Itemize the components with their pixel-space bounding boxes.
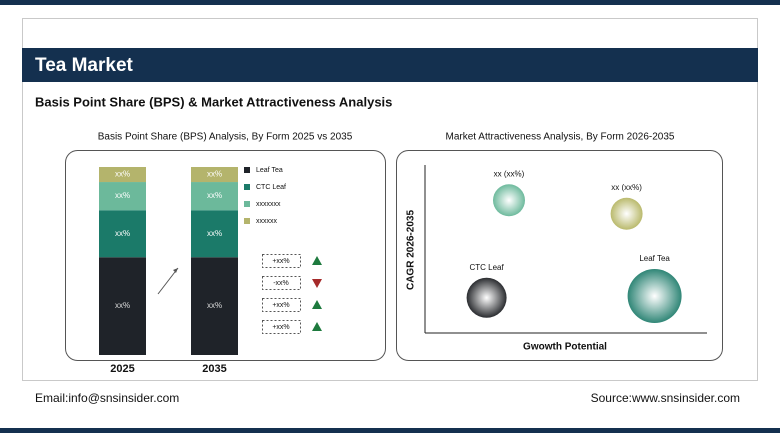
bar-segment bbox=[99, 167, 146, 183]
bubble bbox=[627, 269, 682, 324]
value-label: xx% bbox=[207, 301, 222, 310]
panel-title: Basis Point Share (BPS) Analysis, By For… bbox=[98, 132, 353, 143]
change-label: +xx% bbox=[272, 302, 289, 309]
x-tick-label: 2025 bbox=[110, 363, 134, 375]
subtitle: Basis Point Share (BPS) & Market Attract… bbox=[35, 94, 392, 109]
bar-segment bbox=[99, 182, 146, 211]
x-axis-label: Gwowth Potential bbox=[523, 342, 607, 353]
y-axis-label: CAGR 2026-2035 bbox=[406, 210, 417, 290]
legend-swatch bbox=[244, 201, 250, 207]
bubble-label: xx (xx%) bbox=[494, 169, 525, 178]
bubble-label: Leaf Tea bbox=[639, 254, 670, 263]
bar-segment bbox=[99, 257, 146, 355]
bar-segment bbox=[191, 182, 238, 211]
x-tick-label: 2035 bbox=[202, 363, 226, 375]
change-arrow bbox=[312, 300, 322, 309]
value-label: xx% bbox=[207, 191, 222, 200]
change-label: +xx% bbox=[272, 324, 289, 331]
legend-label: xxxxxxx bbox=[256, 201, 281, 208]
change-box bbox=[262, 320, 301, 334]
legend-label: Leaf Tea bbox=[256, 167, 283, 174]
change-arrow bbox=[312, 279, 322, 288]
value-label: xx% bbox=[115, 191, 130, 200]
change-label: +xx% bbox=[272, 258, 289, 265]
bubble-label: CTC Leaf bbox=[469, 263, 504, 272]
legend-swatch bbox=[244, 184, 250, 190]
value-label: xx% bbox=[207, 229, 222, 238]
change-box bbox=[262, 254, 301, 268]
email: Email:info@snsinsider.com bbox=[35, 391, 179, 405]
bubble bbox=[466, 277, 507, 318]
change-arrow bbox=[312, 256, 322, 265]
change-box bbox=[262, 276, 301, 290]
header-bar bbox=[22, 48, 758, 82]
bar-segment bbox=[191, 210, 238, 258]
value-label: xx% bbox=[115, 301, 130, 310]
bar-segment bbox=[99, 210, 146, 258]
arrow-head bbox=[173, 268, 178, 273]
top-bar bbox=[0, 0, 780, 5]
legend-swatch bbox=[244, 218, 250, 224]
value-label: xx% bbox=[115, 170, 130, 179]
value-label: xx% bbox=[207, 170, 222, 179]
bubble bbox=[493, 184, 525, 217]
legend-label: xxxxxx bbox=[256, 218, 278, 225]
panel bbox=[396, 150, 723, 361]
legend-swatch bbox=[244, 167, 250, 173]
change-box bbox=[262, 298, 301, 312]
bubble bbox=[610, 197, 643, 230]
change-arrow bbox=[312, 322, 322, 331]
bottom-bar bbox=[0, 428, 780, 433]
bubble-label: xx (xx%) bbox=[611, 183, 642, 192]
title: Tea Market bbox=[35, 55, 134, 76]
change-label: -xx% bbox=[273, 280, 289, 287]
trend-arrow bbox=[157, 267, 179, 295]
source: Source:www.snsinsider.com bbox=[591, 391, 740, 405]
bar-segment bbox=[191, 257, 238, 355]
value-label: xx% bbox=[115, 229, 130, 238]
bar-segment bbox=[191, 167, 238, 183]
legend-label: CTC Leaf bbox=[256, 184, 286, 191]
panel-title: Market Attractiveness Analysis, By Form … bbox=[446, 132, 675, 143]
